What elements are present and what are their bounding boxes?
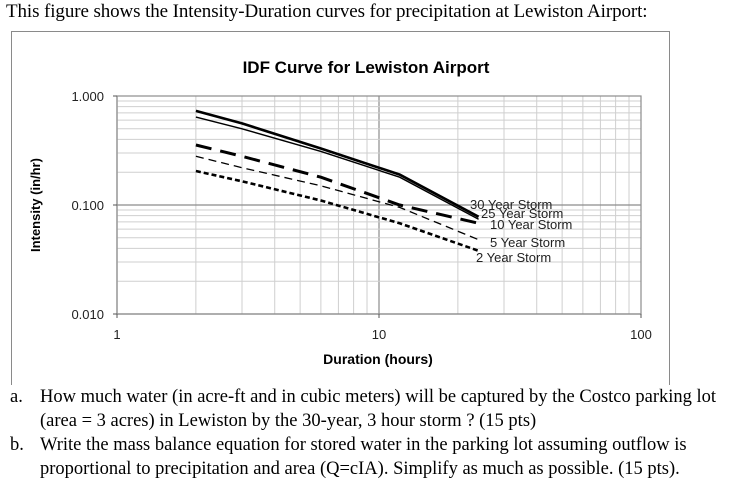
question-text: How much water (in acre-ft and in cubic … bbox=[40, 387, 717, 431]
question-marker: b. bbox=[10, 435, 24, 455]
question-text: Write the mass balance equation for stor… bbox=[40, 435, 687, 479]
series-line bbox=[195, 116, 479, 220]
figure-frame bbox=[11, 31, 670, 385]
question-b: b. Write the mass balance equation for s… bbox=[0, 433, 751, 481]
chart-axes: 1.000 0.100 0.010 1 10 100 bbox=[71, 89, 651, 342]
question-list: a. How much water (in acre-ft and in cub… bbox=[0, 385, 751, 481]
series-line bbox=[195, 169, 480, 253]
y-axis-label: Intensity (in/hr) bbox=[28, 158, 43, 252]
series-label: 5 Year Storm bbox=[490, 235, 565, 250]
y-tick-label: 0.010 bbox=[71, 307, 104, 322]
chart-title: IDF Curve for Lewiston Airport bbox=[243, 58, 490, 77]
chart-grid bbox=[116, 96, 641, 315]
question-a: a. How much water (in acre-ft and in cub… bbox=[0, 385, 751, 433]
series-line bbox=[195, 155, 479, 241]
chart-series bbox=[195, 109, 480, 253]
x-tick-label: 10 bbox=[372, 327, 386, 342]
x-tick-label: 100 bbox=[630, 327, 652, 342]
series-label: 30 Year Storm bbox=[470, 197, 552, 212]
series-line bbox=[195, 109, 480, 218]
series-label: 2 Year Storm bbox=[476, 250, 551, 265]
y-tick-label: 1.000 bbox=[71, 89, 104, 104]
series-label: 25 Year Storm bbox=[481, 206, 563, 221]
series-label: 10 Year Storm bbox=[490, 217, 572, 232]
x-axis-label: Duration (hours) bbox=[323, 351, 433, 367]
x-tick-label: 1 bbox=[113, 327, 120, 342]
series-line bbox=[195, 143, 479, 225]
y-tick-label: 0.100 bbox=[71, 198, 104, 213]
question-marker: a. bbox=[10, 387, 23, 407]
intro-text: This figure shows the Intensity-Duration… bbox=[6, 1, 648, 22]
